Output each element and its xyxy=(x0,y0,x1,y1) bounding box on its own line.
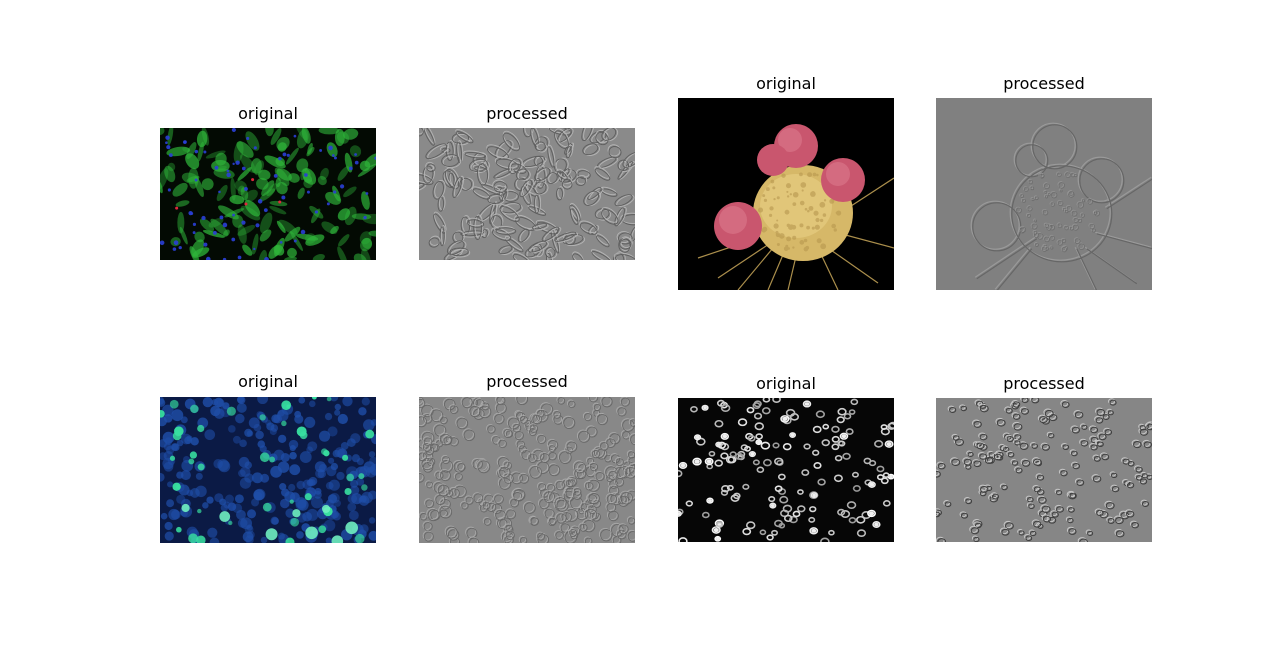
panel-title-processed-1: processed xyxy=(486,104,568,123)
original-image-1 xyxy=(160,128,376,260)
panel-title-original-3: original xyxy=(238,372,298,391)
processed-image-4 xyxy=(936,398,1152,542)
processed-image-2 xyxy=(936,98,1152,290)
panel-title-processed-2: processed xyxy=(1003,74,1085,93)
panel-title-original-1: original xyxy=(238,104,298,123)
original-image-4 xyxy=(678,398,894,542)
panel-title-original-4: original xyxy=(756,374,816,393)
processed-image-3 xyxy=(419,397,635,543)
panel-title-processed-3: processed xyxy=(486,372,568,391)
original-image-2 xyxy=(678,98,894,290)
sem-small-cell-3 xyxy=(757,144,789,176)
panel-title-processed-4: processed xyxy=(1003,374,1085,393)
original-image-3 xyxy=(160,397,376,543)
panel-title-original-2: original xyxy=(756,74,816,93)
sem-filaments xyxy=(697,177,894,290)
processed-image-1 xyxy=(419,128,635,260)
